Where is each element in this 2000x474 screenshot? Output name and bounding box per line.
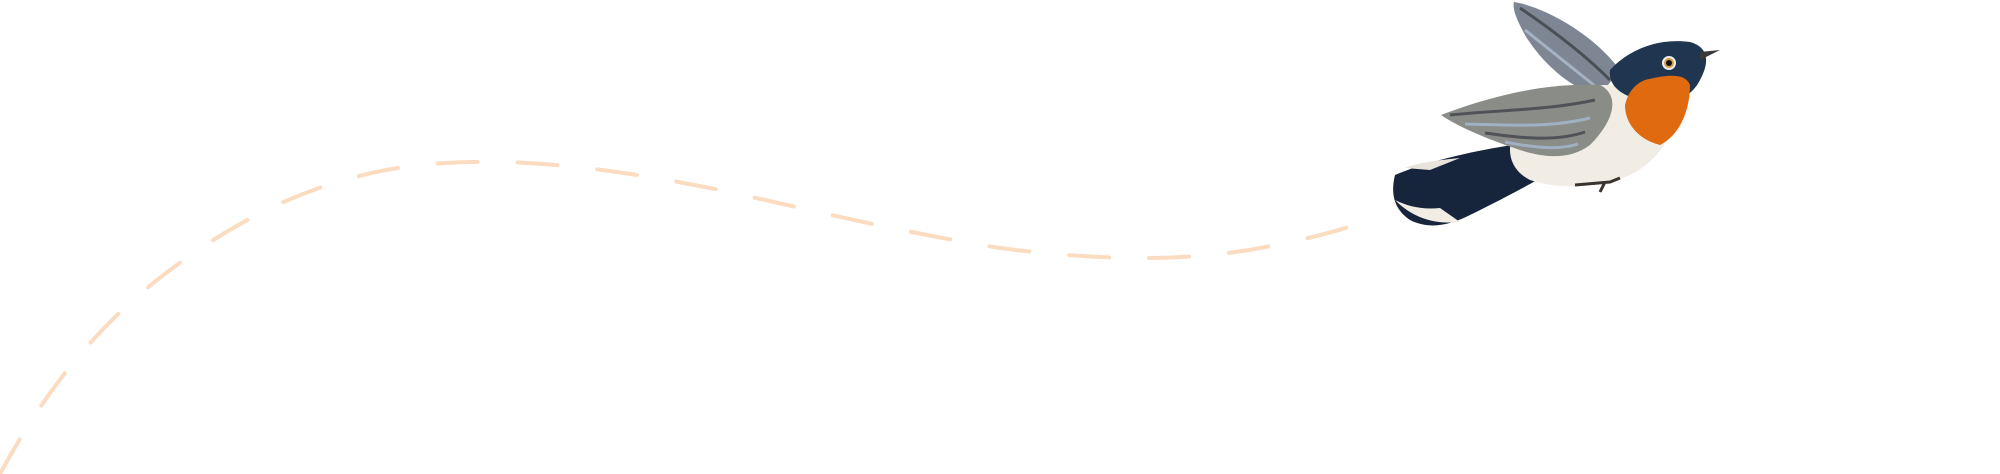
- bird-beak: [1700, 50, 1720, 60]
- bird-lower-wing: [1441, 84, 1613, 157]
- dashed-flight-path: [0, 159, 1357, 474]
- bird-legs: [1574, 176, 1621, 193]
- bird-upper-wing: [1513, 2, 1620, 95]
- bird-illustration: [1393, 2, 1720, 226]
- bird-throat: [1625, 75, 1690, 145]
